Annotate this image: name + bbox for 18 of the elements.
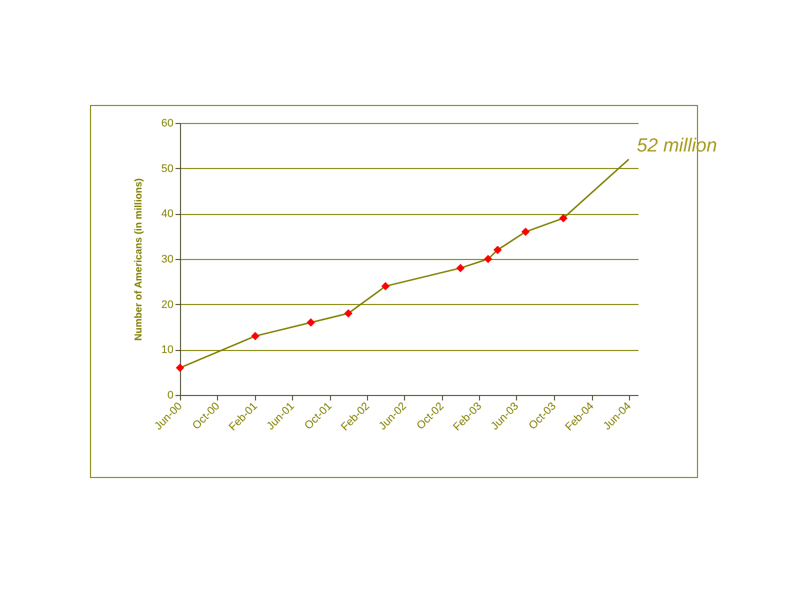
point <box>493 246 502 254</box>
point <box>381 282 390 290</box>
point <box>251 332 260 340</box>
point <box>306 318 316 327</box>
point <box>484 254 492 264</box>
y-tick-label: 20 <box>161 298 174 311</box>
y-tick-label: 30 <box>161 254 174 266</box>
y-tick-label: 60 <box>161 118 174 130</box>
y-axis-title: Number of Americans (in millions) <box>133 178 144 341</box>
y-tick-label: 50 <box>161 162 174 175</box>
point <box>176 364 184 372</box>
y-tick-label: 40 <box>161 208 174 220</box>
point <box>456 264 465 272</box>
point <box>521 228 530 236</box>
point <box>344 309 353 318</box>
point <box>559 214 568 222</box>
y-tick-label: 10 <box>161 344 174 356</box>
y-tick-label: 0 <box>167 390 174 402</box>
